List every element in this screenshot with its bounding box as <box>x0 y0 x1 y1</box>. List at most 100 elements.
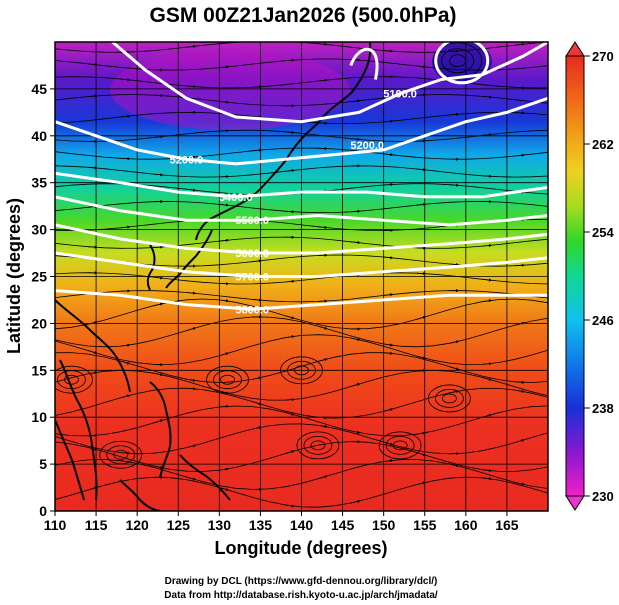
streamline-arrow <box>317 424 328 428</box>
height-contour <box>55 96 548 166</box>
colorbar-tick-label: 230 <box>592 489 614 504</box>
streamline <box>55 352 548 383</box>
streamline-arrow <box>383 119 394 123</box>
streamline-arrow <box>120 114 131 118</box>
streamline-arrow <box>186 44 197 49</box>
eddy-streamline <box>113 449 129 460</box>
y-tick-label: 10 <box>31 409 47 425</box>
colorbar-max-arrow <box>565 41 585 57</box>
streamline-arrow <box>482 174 493 178</box>
streamline-arrow <box>186 444 197 449</box>
eddy-streamline <box>280 356 323 385</box>
y-tick-label: 30 <box>31 222 47 238</box>
height-contours <box>55 42 548 311</box>
streamline-arrow <box>449 49 460 53</box>
streamline-arrow <box>120 394 131 399</box>
y-tick-label: 45 <box>31 81 47 97</box>
y-axis: 0 5 10 15 20 25 30 35 40 45 <box>31 81 55 519</box>
streamline-arrow <box>317 416 328 420</box>
streamline-arrow <box>350 382 361 387</box>
streamline-arrow <box>120 343 131 347</box>
streamline <box>55 298 548 330</box>
streamline-arrow <box>482 468 493 473</box>
eddy-streamline <box>427 384 471 413</box>
streamline-arrow <box>285 169 295 173</box>
x-tick-label: 110 <box>44 517 67 533</box>
streamline-arrow <box>153 372 164 377</box>
low-streamline <box>449 54 467 68</box>
streamline-arrow <box>284 450 295 454</box>
y-tick-label: 35 <box>31 175 47 191</box>
height-contour <box>55 289 548 311</box>
streamline-arrow <box>416 202 427 207</box>
eddy-streamline <box>378 431 422 460</box>
contour-label: 5700.0 <box>235 272 269 284</box>
contour-label: 5800.0 <box>235 304 269 316</box>
streamline-arrow <box>350 99 361 103</box>
streamline-arrow <box>252 259 263 263</box>
streamline-arrow <box>383 459 394 463</box>
streamline-arrow <box>350 337 361 341</box>
contour-label: 5200.0 <box>350 140 384 152</box>
streamline-arrow <box>317 358 328 362</box>
height-contour <box>55 195 548 227</box>
eddy-streamline <box>213 370 242 390</box>
streamline-arrow <box>87 371 98 375</box>
cold-pool <box>110 50 350 130</box>
streamline-arrow <box>350 499 361 504</box>
streamline-arrow <box>383 293 394 297</box>
contour-label: 5500.0 <box>235 215 269 227</box>
streamline-arrow <box>317 225 328 229</box>
streamline-arrow <box>219 203 230 207</box>
y-tick-label: 20 <box>31 315 47 331</box>
streamline-arrow <box>515 321 525 326</box>
streamline-arrow <box>482 413 493 418</box>
x-axis-title: Longitude (degrees) <box>214 538 387 558</box>
streamline-arrow <box>186 327 197 331</box>
streamline-arrow <box>317 78 328 82</box>
streamline-arrow <box>219 404 230 408</box>
streamline <box>55 334 548 365</box>
streamline-arrow <box>120 460 131 464</box>
streamline <box>55 272 548 285</box>
eddy-streamline <box>441 393 457 404</box>
streamline-arrow <box>219 238 230 242</box>
streamline <box>55 316 548 348</box>
colorbar: 230 238 246 254 262 270 <box>565 41 614 511</box>
streamline <box>55 58 548 71</box>
x-tick-label: 135 <box>249 517 273 533</box>
colorbar-tick-label: 254 <box>592 225 614 240</box>
eddy-streamline <box>310 440 326 451</box>
streamline <box>55 165 548 178</box>
x-tick-label: 140 <box>290 517 314 533</box>
streamline <box>55 94 548 107</box>
colorbar-gradient <box>565 55 585 497</box>
streamline-arrow <box>153 135 164 139</box>
streamline <box>55 129 548 142</box>
height-contour <box>111 42 548 124</box>
streamline-arrow <box>317 42 328 46</box>
streamline-arrow <box>219 352 230 357</box>
eddy-streamline <box>206 365 249 394</box>
eddy-streamline <box>434 389 464 408</box>
streamline-arrow <box>515 389 525 393</box>
eddy-streamline <box>220 374 235 385</box>
y-tick-label: 5 <box>39 456 47 472</box>
streamline-arrow <box>416 65 427 69</box>
height-contour <box>55 223 548 255</box>
x-tick-label: 145 <box>331 517 355 533</box>
streamline-arrow <box>482 243 493 248</box>
streamline-arrow <box>252 115 263 119</box>
streamline-arrow <box>252 426 262 430</box>
streamline-arrow <box>219 299 230 303</box>
cold-core <box>432 42 492 84</box>
streamline-arrow <box>317 325 328 330</box>
streamline-arrow <box>87 350 98 355</box>
streamline-arrow <box>87 486 98 491</box>
eddy-streamline <box>392 440 408 451</box>
height-contour <box>55 251 548 278</box>
streamline-arrow <box>482 95 493 99</box>
streamline-arrow <box>153 245 164 249</box>
streamline-arrow <box>482 477 493 481</box>
streamline-arrow <box>153 465 164 470</box>
